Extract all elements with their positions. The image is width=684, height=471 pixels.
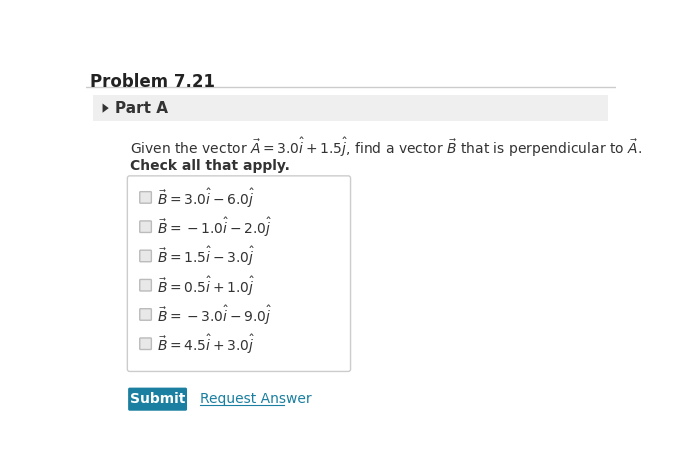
Polygon shape	[103, 104, 109, 113]
Text: $\vec{B} = 0.5\hat{i} + 1.0\hat{j}$: $\vec{B} = 0.5\hat{i} + 1.0\hat{j}$	[157, 275, 254, 298]
FancyBboxPatch shape	[140, 250, 151, 262]
Text: Part A: Part A	[115, 101, 168, 115]
Text: $\vec{B} = 3.0\hat{i} - 6.0\hat{j}$: $\vec{B} = 3.0\hat{i} - 6.0\hat{j}$	[157, 187, 254, 210]
Text: $\vec{B} = 4.5\hat{i} + 3.0\hat{j}$: $\vec{B} = 4.5\hat{i} + 3.0\hat{j}$	[157, 333, 254, 356]
Text: Request Answer: Request Answer	[200, 392, 312, 406]
FancyBboxPatch shape	[127, 176, 350, 372]
Text: Given the vector $\vec{A} = 3.0\hat{i} + 1.5\hat{j}$, find a vector $\vec{B}$ th: Given the vector $\vec{A} = 3.0\hat{i} +…	[130, 136, 642, 159]
FancyBboxPatch shape	[140, 338, 151, 349]
FancyBboxPatch shape	[93, 95, 608, 121]
Text: $\vec{B} = -3.0\hat{i} - 9.0\hat{j}$: $\vec{B} = -3.0\hat{i} - 9.0\hat{j}$	[157, 304, 272, 327]
Text: Check all that apply.: Check all that apply.	[130, 159, 289, 173]
Text: Problem 7.21: Problem 7.21	[90, 73, 215, 91]
FancyBboxPatch shape	[140, 279, 151, 291]
FancyBboxPatch shape	[128, 388, 187, 411]
FancyBboxPatch shape	[140, 309, 151, 320]
FancyBboxPatch shape	[140, 192, 151, 203]
Text: $\vec{B} = -1.0\hat{i} - 2.0\hat{j}$: $\vec{B} = -1.0\hat{i} - 2.0\hat{j}$	[157, 216, 272, 239]
Text: $\vec{B} = 1.5\hat{i} - 3.0\hat{j}$: $\vec{B} = 1.5\hat{i} - 3.0\hat{j}$	[157, 245, 254, 268]
FancyBboxPatch shape	[140, 221, 151, 233]
Text: Submit: Submit	[130, 392, 185, 406]
